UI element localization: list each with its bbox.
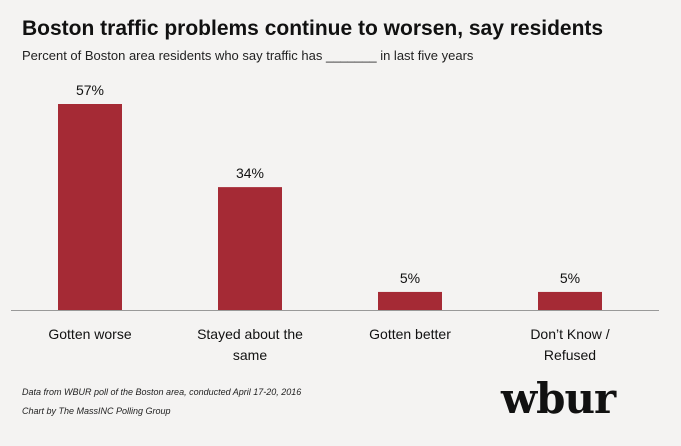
bar-2 (218, 187, 282, 310)
data-label-3: 5% (400, 270, 420, 286)
category-label-line: Stayed about the (197, 326, 303, 342)
data-label-1: 57% (76, 82, 104, 98)
bar-1 (58, 104, 122, 310)
data-label-4: 5% (560, 270, 580, 286)
category-label-line: Gotten better (369, 326, 451, 342)
source-note: Data from WBUR poll of the Boston area, … (22, 387, 302, 397)
category-label-line: Refused (544, 347, 596, 363)
category-label-line: Don’t Know / (530, 326, 609, 342)
wbur-logo: wbur (501, 374, 616, 423)
category-label-1: Gotten worse (48, 326, 131, 342)
category-label-line: Gotten worse (48, 326, 131, 342)
category-label-4: Don’t Know / Refused (530, 326, 609, 363)
category-label-3: Gotten better (369, 326, 451, 342)
chart-subtitle: Percent of Boston area residents who say… (22, 48, 474, 63)
bar-4 (538, 291, 602, 310)
chart-title: Boston traffic problems continue to wors… (22, 17, 604, 40)
category-label-2: Stayed about the same (197, 326, 303, 363)
data-label-2: 34% (236, 165, 264, 181)
bar-3 (378, 291, 442, 310)
credit-note: Chart by The MassINC Polling Group (22, 406, 171, 416)
category-label-line: same (233, 347, 267, 363)
